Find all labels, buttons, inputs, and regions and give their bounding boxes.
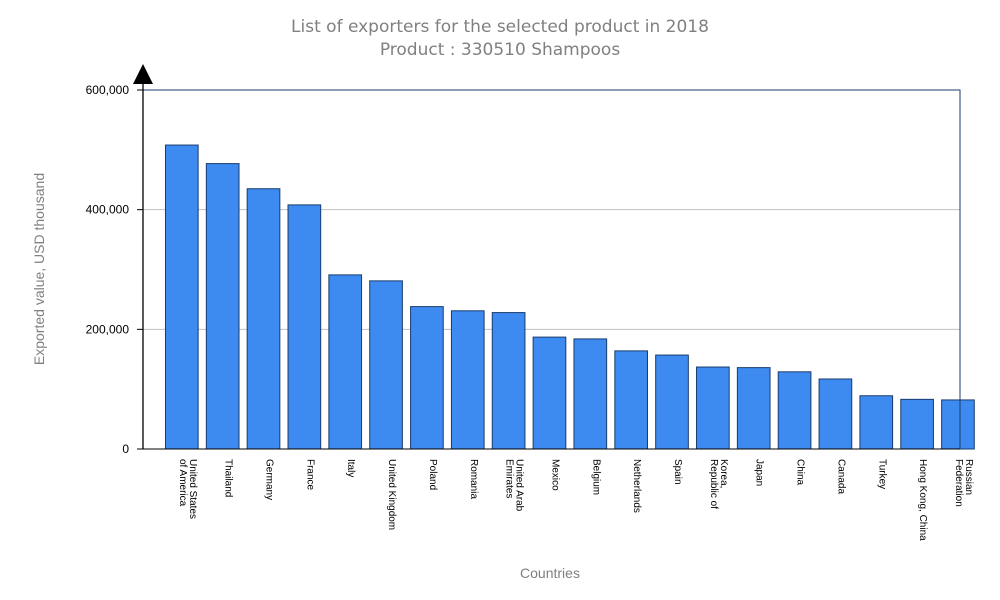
x-tick-label-line: Mexico <box>549 459 560 491</box>
x-tick-label-line: Germany <box>264 459 275 500</box>
bar <box>941 399 975 450</box>
bar <box>573 338 608 450</box>
bar <box>246 188 281 450</box>
bar <box>287 204 322 450</box>
x-axis-title: Countries <box>520 565 580 581</box>
bar <box>164 144 199 450</box>
x-tick-label: Netherlands <box>631 459 642 513</box>
bar <box>369 280 403 450</box>
x-tick-label-line: United Arab <box>514 459 525 512</box>
x-tick-label: Japan <box>754 459 765 486</box>
x-tick-label: Thailand <box>223 459 234 497</box>
x-tick-label-line: Belgium <box>590 459 601 495</box>
y-axis-arrow-icon <box>133 64 153 84</box>
bar <box>614 350 648 450</box>
x-tick-label-line: Romania <box>468 459 479 499</box>
x-tick-label-line: United States <box>187 459 198 519</box>
bar <box>736 367 771 450</box>
x-tick-label: United Kingdom <box>386 459 397 530</box>
x-tick-label: Canada <box>835 459 846 494</box>
bar <box>205 163 240 450</box>
chart-title: List of exporters for the selected produ… <box>291 17 709 37</box>
bar <box>410 306 444 450</box>
x-tick-label: Korea,Republic of <box>708 459 729 509</box>
x-tick-label-line: Japan <box>754 459 765 486</box>
x-tick-label-line: Italy <box>345 459 356 477</box>
x-tick-label-line: Russian <box>963 459 974 495</box>
x-tick-label: China <box>795 459 806 486</box>
x-tick-label-line: Hong Kong, China <box>917 459 928 541</box>
y-axis-title: Exported value, USD thousand <box>31 173 47 365</box>
bar <box>491 312 526 450</box>
y-tick-label: 400,000 <box>86 203 130 217</box>
x-tick-label: Italy <box>345 459 356 477</box>
bar <box>859 395 894 450</box>
x-tick-label-line: France <box>304 459 315 491</box>
chart-subtitle: Product : 330510 Shampoos <box>379 40 621 60</box>
y-tick-label: 0 <box>122 442 129 456</box>
bar <box>696 366 730 450</box>
y-tick-label: 600,000 <box>86 83 130 97</box>
x-tick-label-line: Federation <box>953 459 964 507</box>
y-tick-label: 200,000 <box>86 322 130 336</box>
x-tick-label: Mexico <box>549 459 560 491</box>
x-tick-label-line: Netherlands <box>631 459 642 513</box>
x-tick-label-line: United Kingdom <box>386 459 397 530</box>
bar <box>900 398 934 450</box>
x-tick-label-line: Turkey <box>876 459 887 489</box>
x-tick-label-line: Canada <box>835 459 846 494</box>
x-tick-label-line: Korea, <box>718 459 729 488</box>
x-tick-label-line: Spain <box>672 459 683 485</box>
x-tick-label-line: Republic of <box>708 459 719 509</box>
bar <box>655 354 689 450</box>
bar <box>818 378 853 450</box>
bar <box>532 336 567 450</box>
bar <box>450 310 485 450</box>
x-tick-label: Hong Kong, China <box>917 459 928 541</box>
x-tick-label-line: of America <box>177 459 188 507</box>
bar <box>328 274 363 450</box>
x-tick-label: Belgium <box>590 459 601 495</box>
x-tick-label-line: Emirates <box>504 459 515 498</box>
x-tick-label: Turkey <box>876 459 887 489</box>
x-tick-label-line: Thailand <box>223 459 234 497</box>
x-tick-label: Spain <box>672 459 683 485</box>
x-tick-label-line: Poland <box>427 459 438 490</box>
x-tick-label: France <box>304 459 315 491</box>
x-tick-label: Germany <box>264 459 275 500</box>
x-tick-label-line: China <box>795 459 806 486</box>
bar <box>777 371 812 450</box>
x-tick-label: Romania <box>468 459 479 499</box>
x-tick-label: Poland <box>427 459 438 490</box>
